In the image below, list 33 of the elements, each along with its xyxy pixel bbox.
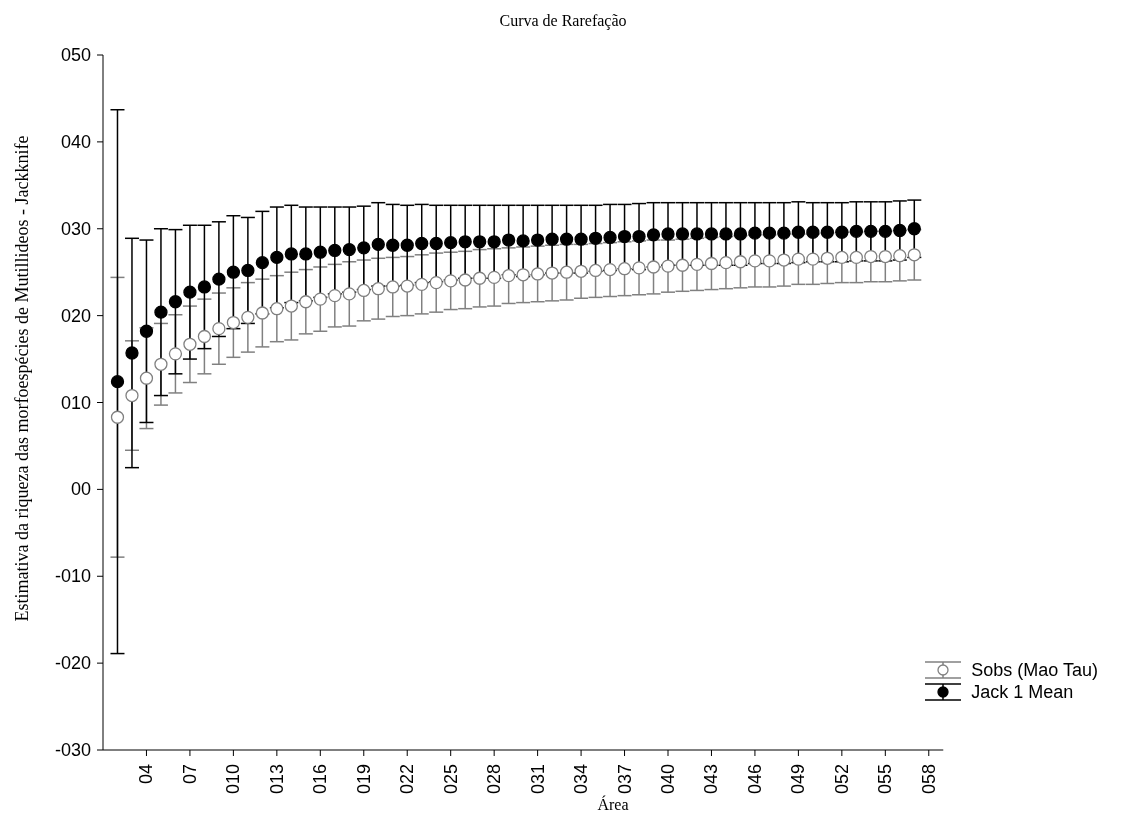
x-tick-label: 043 xyxy=(701,764,722,795)
y-tick-label: 040 xyxy=(60,131,91,152)
x-tick-label: 049 xyxy=(788,764,809,795)
y-tick-label: 00 xyxy=(70,479,91,500)
x-tick-label: 055 xyxy=(875,764,896,795)
y-tick-label: -020 xyxy=(54,653,91,674)
x-tick-label: 058 xyxy=(918,764,939,795)
x-tick-label: 040 xyxy=(658,764,679,795)
x-tick-label: 037 xyxy=(614,764,635,795)
x-tick-label: 031 xyxy=(527,764,548,795)
x-tick-label: 04 xyxy=(136,764,157,785)
y-tick-label: -010 xyxy=(54,566,91,587)
x-tick-label: 022 xyxy=(397,764,418,795)
y-tick-label: 020 xyxy=(60,305,91,326)
x-tick-label: 013 xyxy=(266,764,287,795)
y-axis-title: Estimativa da riqueza das morfoespécies de Mutillideos - Jackknife xyxy=(12,135,34,621)
x-tick-label: 025 xyxy=(440,764,461,795)
y-tick-label: 030 xyxy=(60,218,91,239)
y-tick-label: 050 xyxy=(60,45,91,65)
x-axis-title: Área xyxy=(596,796,630,814)
x-tick-label: 010 xyxy=(223,764,244,795)
legend-label: Jack 1 Mean xyxy=(971,681,1074,703)
x-tick-label: 07 xyxy=(179,764,200,785)
x-tick-label: 034 xyxy=(571,764,592,795)
x-tick-label: 019 xyxy=(353,764,374,795)
x-tick-label: 028 xyxy=(484,764,505,795)
x-tick-label: 052 xyxy=(831,764,852,795)
legend-label: Sobs (Mao Tau) xyxy=(971,659,1098,681)
chart-title: Curva de Rarefação xyxy=(498,12,628,30)
x-tick-label: 046 xyxy=(744,764,765,795)
y-tick-label: -030 xyxy=(54,740,91,760)
x-tick-label: 016 xyxy=(310,764,331,795)
y-tick-label: 010 xyxy=(60,392,91,413)
